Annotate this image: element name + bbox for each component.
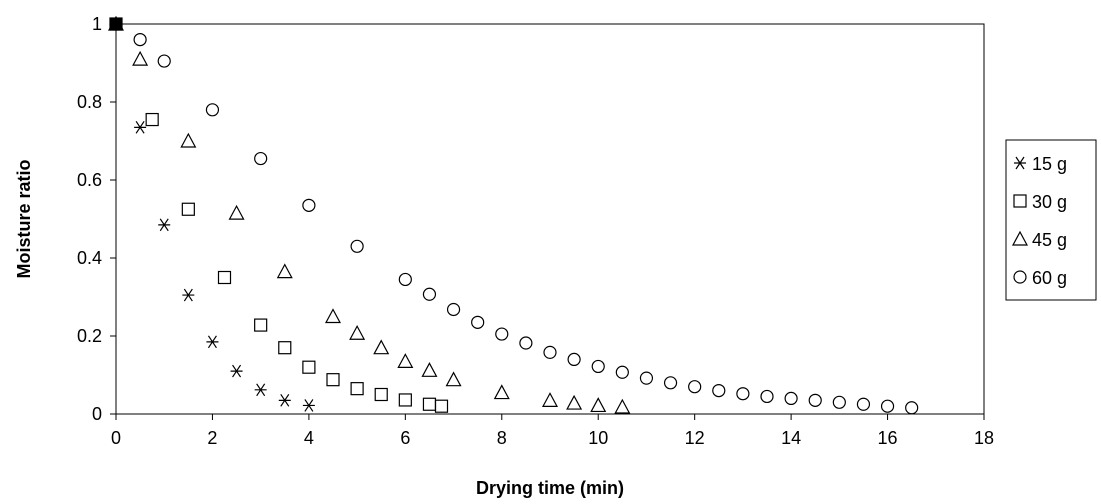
- data-point: [856, 397, 871, 411]
- legend-marker-triangle: [1011, 230, 1029, 246]
- data-point: [254, 383, 267, 397]
- data-point: [133, 32, 147, 47]
- data-point: [180, 132, 197, 148]
- data-point: [145, 112, 159, 127]
- data-point: [519, 336, 533, 350]
- data-point: [663, 376, 678, 390]
- data-point: [808, 393, 822, 407]
- data-point: [434, 399, 449, 413]
- data-point: [254, 318, 268, 332]
- data-point: [217, 270, 232, 285]
- data-point: [278, 394, 291, 407]
- data-point: [278, 341, 292, 355]
- series-layer: [107, 15, 919, 415]
- data-point: [541, 392, 559, 407]
- data-point: [206, 335, 219, 349]
- data-point: [302, 360, 316, 374]
- data-point: [182, 288, 195, 302]
- data-point: [760, 389, 774, 404]
- y-axis-ticks: 0 0.2 0.4 0.6 0.8 1: [77, 14, 116, 424]
- data-point: [566, 394, 583, 410]
- legend: 15 g 30 g 45 g 60 g: [1005, 139, 1097, 301]
- data-point: [398, 393, 412, 407]
- data-point: [134, 121, 147, 134]
- y-tick-label: 0.6: [77, 170, 102, 190]
- x-tick-label: 4: [304, 428, 314, 448]
- data-point: [350, 382, 364, 396]
- data-point: [397, 353, 414, 368]
- data-point: [688, 380, 702, 394]
- x-tick-label: 18: [974, 428, 994, 448]
- x-tick-label: 10: [588, 428, 608, 448]
- data-point: [905, 401, 919, 415]
- data-point: [302, 399, 315, 412]
- plot-area: [115, 23, 985, 415]
- data-point: [712, 384, 726, 398]
- data-point: [590, 397, 607, 413]
- legend-marker-square: [1013, 194, 1027, 208]
- data-point: [373, 339, 390, 355]
- data-point: [276, 263, 293, 279]
- legend-marker-asterisk: [1014, 156, 1026, 170]
- series-square: [109, 17, 449, 413]
- data-point: [302, 198, 316, 212]
- data-point: [832, 395, 846, 409]
- legend-label: 60 g: [1032, 268, 1067, 288]
- data-point: [471, 315, 485, 329]
- data-point: [567, 352, 581, 366]
- data-point: [157, 54, 171, 68]
- y-tick-label: 0: [92, 404, 102, 424]
- data-point: [205, 103, 220, 117]
- data-point: [158, 218, 171, 232]
- legend-marker-circle: [1013, 270, 1027, 284]
- data-point: [421, 362, 438, 377]
- data-point: [230, 364, 243, 378]
- data-point: [639, 371, 654, 385]
- y-axis-title: Moisture ratio: [14, 159, 34, 278]
- data-point: [615, 365, 629, 379]
- x-axis-title: Drying time (min): [476, 478, 624, 498]
- data-point: [543, 345, 557, 359]
- data-point: [495, 327, 509, 341]
- x-tick-label: 2: [207, 428, 217, 448]
- data-point: [254, 151, 268, 166]
- data-point: [181, 202, 195, 216]
- x-tick-label: 0: [111, 428, 121, 448]
- data-point: [398, 272, 412, 287]
- data-point: [326, 373, 340, 387]
- data-point: [350, 239, 364, 253]
- x-tick-label: 6: [400, 428, 410, 448]
- data-point: [591, 359, 605, 374]
- data-point: [228, 204, 245, 220]
- x-axis-ticks: 0 2 4 6 8 10 12 14 16 18: [111, 414, 994, 448]
- y-tick-label: 0.4: [77, 248, 102, 268]
- data-point: [422, 287, 437, 301]
- data-point: [445, 371, 462, 387]
- x-tick-label: 12: [685, 428, 705, 448]
- data-point: [880, 399, 895, 413]
- y-tick-label: 0.2: [77, 326, 102, 346]
- data-point: [446, 302, 461, 317]
- y-tick-label: 1: [92, 14, 102, 34]
- data-point: [324, 308, 342, 324]
- legend-label: 30 g: [1032, 192, 1067, 212]
- legend-label: 45 g: [1032, 230, 1067, 250]
- data-point: [784, 391, 798, 405]
- data-point: [132, 50, 149, 66]
- data-point: [736, 387, 750, 401]
- x-tick-label: 16: [878, 428, 898, 448]
- legend-label: 15 g: [1032, 154, 1067, 174]
- legend-box: [1005, 139, 1097, 301]
- data-point: [349, 325, 366, 340]
- x-tick-label: 14: [781, 428, 801, 448]
- x-tick-label: 8: [497, 428, 507, 448]
- y-tick-label: 0.8: [77, 92, 102, 112]
- data-point: [614, 398, 631, 414]
- data-point: [374, 387, 388, 402]
- overlapping-start-point: [110, 18, 122, 30]
- data-point: [493, 384, 510, 400]
